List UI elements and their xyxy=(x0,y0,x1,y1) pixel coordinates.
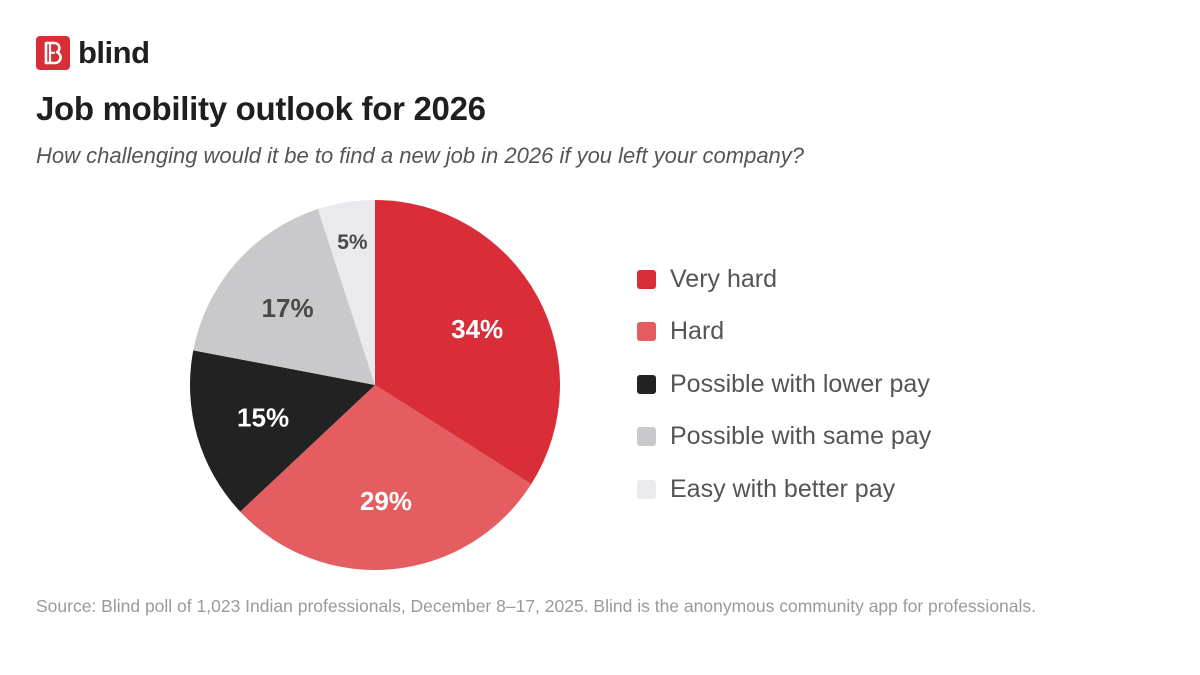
pie-chart: 34% 29% 15% 17% 5% xyxy=(190,200,560,570)
pie-label-easy-with-better-pay: 5% xyxy=(337,231,368,254)
legend-label: Hard xyxy=(670,317,725,345)
brand: blind xyxy=(36,36,150,70)
pie-label-possible-with-same-pay: 17% xyxy=(262,293,314,323)
legend-item-hard: Hard xyxy=(637,315,931,349)
legend-label: Possible with lower pay xyxy=(670,369,930,398)
pie-slice-possible-with-lower-pay xyxy=(190,350,375,512)
pie-slice-hard xyxy=(240,385,532,570)
chart-title: Job mobility outlook for 2026 xyxy=(36,90,486,127)
pie-label-possible-with-lower-pay: 15% xyxy=(237,403,289,433)
pie-label-hard: 29% xyxy=(360,486,412,516)
legend-swatch xyxy=(637,374,656,394)
legend-item-possible-with-same-pay: Possible with same pay xyxy=(637,420,931,454)
legend-label: Possible with same pay xyxy=(670,422,932,450)
legend-label: Easy with better pay xyxy=(670,474,896,503)
source-note: Source: Blind poll of 1,023 Indian profe… xyxy=(36,596,1037,616)
legend-item-possible-with-lower-pay: Possible with lower pay xyxy=(637,367,931,401)
brand-name: blind xyxy=(78,35,150,70)
pie-slice-very-hard xyxy=(375,200,560,485)
legend-item-easy-with-better-pay: Easy with better pay xyxy=(637,472,931,506)
chart-subtitle: How challenging would it be to find a ne… xyxy=(36,143,805,168)
legend-label: Very hard xyxy=(670,264,778,293)
pie-slice-possible-with-same-pay xyxy=(193,209,375,385)
pie-label-very-hard: 34% xyxy=(451,314,503,344)
legend-swatch xyxy=(637,269,656,289)
pie-slice-easy-with-better-pay xyxy=(317,200,375,385)
legend-swatch xyxy=(637,479,656,499)
legend-swatch xyxy=(637,322,656,341)
legend-swatch xyxy=(637,427,656,446)
chart-legend: Very hard Hard Possible with lower pay Poss… xyxy=(637,262,931,525)
legend-item-very-hard: Very hard xyxy=(637,262,931,296)
blind-logo-icon xyxy=(36,36,70,70)
